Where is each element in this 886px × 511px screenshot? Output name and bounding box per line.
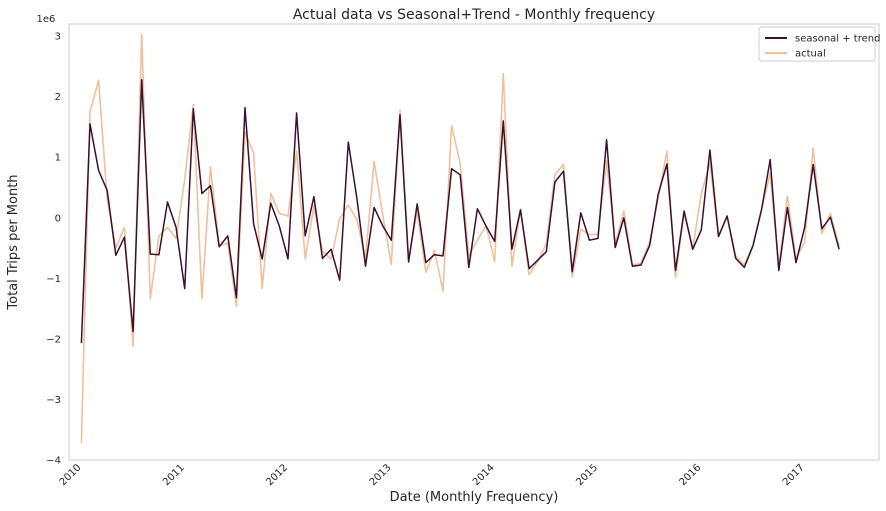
y-tick-label: −3 <box>46 395 61 406</box>
y-tick-label: 1 <box>55 153 61 164</box>
plot-area <box>68 23 880 461</box>
legend: seasonal + trend actual <box>758 26 880 62</box>
y-axis-ticks: −4 −3 −2 −1 0 1 2 3 <box>46 32 61 467</box>
legend-box <box>758 26 876 62</box>
series-line-actual <box>80 33 840 444</box>
y-offset-label: 1e6 <box>37 14 56 25</box>
y-axis-title: Total Trips per Month <box>6 174 21 310</box>
y-tick-label: 2 <box>55 92 61 103</box>
x-axis-title: Date (Monthly Frequency) <box>390 490 559 505</box>
y-tick-label: −1 <box>46 274 61 285</box>
y-tick-label: 0 <box>55 213 61 224</box>
chart-title: Actual data vs Seasonal+Trend - Monthly … <box>293 7 655 23</box>
y-tick-label: −4 <box>46 456 61 467</box>
y-tick-label: −2 <box>46 334 61 345</box>
series-lines <box>80 33 840 444</box>
legend-label: seasonal + trend <box>795 34 880 45</box>
legend-label: actual <box>795 49 826 60</box>
y-tick-label: 3 <box>55 32 61 43</box>
series-line-seasonal-trend <box>80 78 840 344</box>
